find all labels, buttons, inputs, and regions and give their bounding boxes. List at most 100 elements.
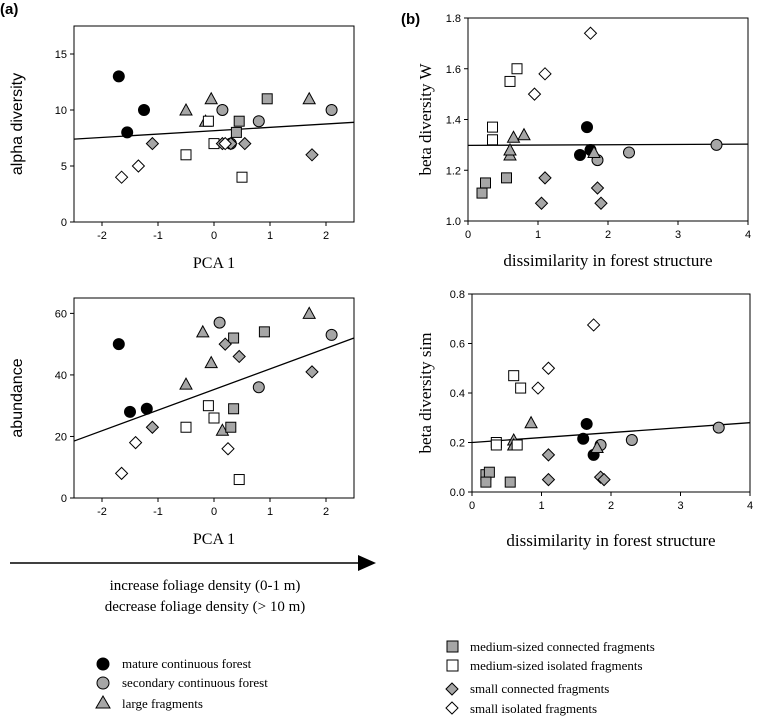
point-large-fragments bbox=[524, 415, 538, 429]
x-tick-label: -2 bbox=[97, 230, 107, 242]
point-mature-continuous bbox=[124, 405, 136, 418]
x-tick-label: 2 bbox=[323, 230, 329, 242]
legend-marker-medium-isolated bbox=[446, 659, 459, 672]
point-secondary-continuous bbox=[712, 421, 725, 434]
chart-beta-diversity-sim: 0 1 2 3 4 0.0 0.2 0.4 0.6 0.8 dissimilarity in for… bbox=[416, 289, 753, 550]
point-mature-continuous bbox=[581, 121, 593, 134]
plot-frame bbox=[467, 17, 749, 222]
x-tick-label: 2 bbox=[605, 229, 611, 241]
point-small-isolated bbox=[541, 361, 556, 375]
legend-label-medium-isolated: medium-sized isolated fragments bbox=[470, 658, 643, 673]
point-secondary-continuous bbox=[625, 434, 638, 447]
panel-label-a: (a) bbox=[0, 1, 18, 18]
x-tick-label: 2 bbox=[323, 506, 329, 518]
point-small-connected bbox=[538, 171, 552, 185]
point-medium-connected bbox=[483, 466, 495, 478]
plot-frame bbox=[73, 297, 355, 499]
point-small-connected bbox=[534, 196, 549, 210]
chart-beta-diversity-w: 0 1 2 3 4 1.0 1.2 1.4 1.6 1.8 dissimilarity in for… bbox=[416, 13, 751, 270]
y-tick-label: 1.6 bbox=[446, 64, 461, 76]
x-tick-label: 3 bbox=[675, 229, 681, 241]
point-secondary-continuous bbox=[710, 138, 723, 151]
regression-line bbox=[73, 337, 355, 442]
point-medium-connected bbox=[476, 187, 488, 199]
point-small-isolated bbox=[586, 318, 601, 332]
point-secondary-continuous bbox=[252, 381, 265, 394]
legend-label-small-isolated: small isolated fragments bbox=[470, 701, 597, 716]
point-large-fragments bbox=[204, 91, 219, 105]
point-medium-connected bbox=[261, 93, 273, 105]
legend-label-small-connected: small connected fragments bbox=[470, 681, 609, 696]
point-medium-connected bbox=[233, 115, 245, 127]
y-tick-label: 5 bbox=[61, 161, 67, 173]
y-tick-label: 40 bbox=[55, 370, 67, 382]
point-medium-connected bbox=[228, 403, 240, 415]
y-tick-label: 0.0 bbox=[450, 487, 465, 499]
regression-line bbox=[73, 121, 355, 140]
legend-label-mature-continuous: mature continuous forest bbox=[122, 656, 252, 671]
point-secondary-continuous bbox=[216, 104, 229, 116]
x-tick-label: 4 bbox=[747, 500, 753, 512]
point-mature-continuous bbox=[140, 402, 153, 415]
regression-line bbox=[471, 422, 751, 444]
x-tick-label: 0 bbox=[465, 229, 471, 241]
point-medium-isolated bbox=[515, 382, 527, 394]
point-mature-continuous bbox=[138, 104, 150, 116]
x-tick-label: 0 bbox=[469, 500, 475, 512]
y-tick-label: 20 bbox=[55, 431, 67, 443]
point-small-connected bbox=[305, 365, 319, 379]
legend-label-medium-connected: medium-sized connected fragments bbox=[470, 639, 655, 654]
y-axis-label: alpha diversity bbox=[9, 73, 26, 175]
x-tick-label: -2 bbox=[97, 506, 107, 518]
y-tick-label: 1.0 bbox=[446, 216, 461, 228]
point-small-isolated bbox=[128, 435, 143, 450]
point-large-fragments bbox=[204, 355, 219, 369]
point-large-fragments bbox=[302, 306, 317, 319]
point-mature-continuous bbox=[580, 417, 593, 430]
point-large-fragments bbox=[517, 127, 531, 141]
point-secondary-continuous bbox=[623, 146, 635, 159]
point-medium-isolated bbox=[504, 75, 516, 87]
point-small-connected bbox=[145, 420, 160, 434]
point-small-connected bbox=[238, 136, 252, 151]
point-small-connected bbox=[305, 148, 319, 162]
x-tick-label: -1 bbox=[153, 506, 163, 518]
x-tick-label: -1 bbox=[153, 230, 163, 242]
point-medium-isolated bbox=[180, 149, 192, 161]
point-small-isolated bbox=[538, 67, 552, 81]
legend-label-large-fragments: large fragments bbox=[122, 696, 203, 711]
point-small-isolated bbox=[131, 159, 146, 173]
y-tick-label: 1.2 bbox=[446, 165, 461, 177]
y-tick-label: 1.8 bbox=[446, 13, 461, 25]
point-medium-connected bbox=[225, 421, 237, 433]
point-small-connected bbox=[597, 472, 611, 487]
point-medium-connected bbox=[230, 126, 242, 138]
legend-marker-small-connected bbox=[445, 682, 459, 696]
panel-label-b: (b) bbox=[401, 11, 420, 28]
point-secondary-continuous bbox=[325, 104, 338, 116]
point-medium-connected bbox=[480, 476, 492, 488]
legend-marker-secondary-continuous bbox=[96, 676, 110, 690]
x-axis-label: dissimilarity in forest structure bbox=[503, 251, 712, 270]
y-tick-label: 0.8 bbox=[450, 289, 465, 301]
point-medium-connected bbox=[228, 332, 240, 344]
point-medium-connected bbox=[501, 172, 512, 184]
point-medium-connected bbox=[258, 326, 270, 338]
y-tick-label: 15 bbox=[55, 49, 67, 61]
legend-marker-medium-connected bbox=[446, 640, 459, 653]
point-medium-isolated bbox=[508, 370, 520, 382]
y-tick-label: 10 bbox=[55, 105, 67, 117]
point-mature-continuous bbox=[121, 126, 134, 139]
point-large-fragments bbox=[179, 377, 193, 390]
point-large-fragments bbox=[179, 102, 193, 116]
x-tick-label: 0 bbox=[211, 230, 217, 242]
legend-label-secondary-continuous: secondary continuous forest bbox=[122, 675, 268, 690]
point-secondary-continuous bbox=[213, 316, 226, 329]
point-mature-continuous bbox=[112, 338, 125, 351]
y-axis-label: abundance bbox=[9, 358, 26, 437]
legend-marker-mature-continuous bbox=[96, 657, 110, 671]
point-small-connected bbox=[145, 136, 160, 151]
point-large-fragments bbox=[590, 440, 604, 453]
y-tick-label: 0.2 bbox=[450, 438, 465, 450]
legend-marker-small-isolated bbox=[445, 701, 459, 715]
